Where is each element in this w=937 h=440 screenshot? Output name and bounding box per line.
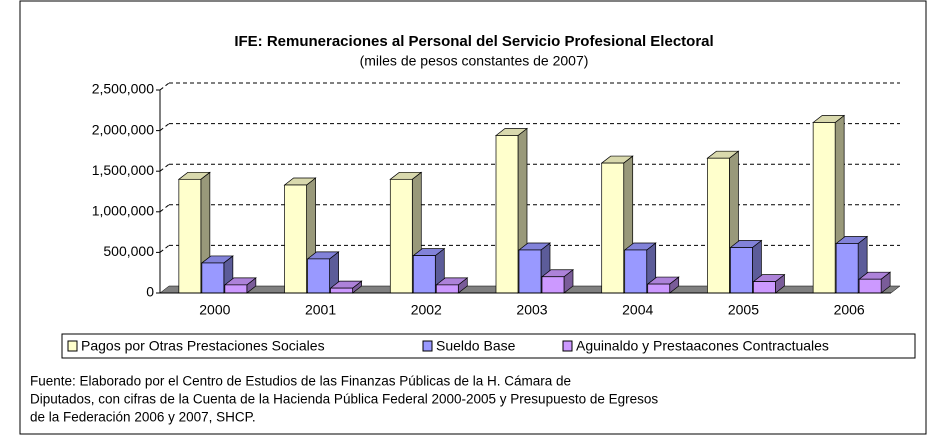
- bar-face: [389, 178, 413, 294]
- x-tick-label: 2003: [516, 302, 547, 318]
- bar-face: [730, 247, 753, 294]
- x-tick-label: 2000: [199, 302, 230, 318]
- x-tick-label: 2005: [728, 302, 759, 318]
- grid-line: [159, 163, 170, 172]
- bar: [646, 276, 680, 294]
- bar-face: [330, 287, 353, 294]
- bar: [858, 271, 892, 294]
- y-tick-label: 1,500,000: [92, 162, 154, 178]
- bar-face: [647, 283, 671, 294]
- legend-label: Sueldo Base: [436, 338, 516, 354]
- grid-line: [159, 123, 170, 131]
- x-tick-label: 2004: [622, 302, 653, 318]
- chart-subtitle: (miles de pesos constantes de 2007): [360, 53, 589, 69]
- legend-box: [61, 333, 916, 359]
- legend-marker: [562, 340, 573, 352]
- bar-face: [284, 184, 307, 294]
- y-tick-label: 2,500,000: [92, 81, 154, 97]
- bar-face: [541, 276, 565, 294]
- grid-line: [159, 245, 170, 253]
- bar-face: [707, 157, 730, 294]
- bar-face: [624, 249, 648, 294]
- y-tick-label: 0: [146, 284, 154, 300]
- y-tick-label: 1,000,000: [92, 203, 154, 219]
- bar: [517, 242, 552, 294]
- bar: [540, 269, 575, 294]
- bar: [752, 273, 786, 294]
- bar-face: [495, 135, 519, 294]
- bar-face: [812, 122, 836, 294]
- x-tick-label: 2002: [411, 302, 442, 318]
- y-tick-label: 2,000,000: [92, 121, 154, 137]
- bar-face: [435, 284, 459, 294]
- footnote: de la Federación 2006 y 2007, SHCP.: [30, 410, 256, 425]
- bar-face: [518, 249, 542, 294]
- bar-face: [601, 162, 625, 294]
- grid-line: [159, 82, 170, 91]
- y-tick-label: 500,000: [103, 243, 154, 259]
- bar-face: [201, 262, 225, 294]
- chart-frame: [19, 0, 927, 435]
- legend-marker: [67, 340, 78, 352]
- chart-title: IFE: Remuneraciones al Personal del Serv…: [234, 33, 713, 50]
- footnote: Diputados, con cifras de la Cuenta de la…: [30, 392, 658, 407]
- bar: [223, 277, 257, 294]
- bar-face: [858, 278, 882, 294]
- bar-face: [178, 178, 202, 294]
- bar-face: [307, 258, 330, 294]
- bar-face: [753, 281, 776, 294]
- legend-label: Aguinaldo y Prestaacones Contractuales: [576, 338, 829, 354]
- bar-face: [224, 284, 248, 294]
- footnote: Fuente: Elaborado por el Centro de Estud…: [30, 374, 571, 389]
- x-tick-label: 2006: [834, 302, 865, 318]
- grid-line: [159, 204, 170, 213]
- legend-marker: [422, 340, 433, 352]
- bar-face: [835, 243, 859, 294]
- bar: [623, 242, 657, 294]
- bar: [412, 247, 446, 294]
- bar-face: [412, 255, 436, 294]
- legend-label: Pagos por Otras Prestaciones Sociales: [81, 338, 325, 354]
- x-tick-label: 2001: [305, 302, 336, 318]
